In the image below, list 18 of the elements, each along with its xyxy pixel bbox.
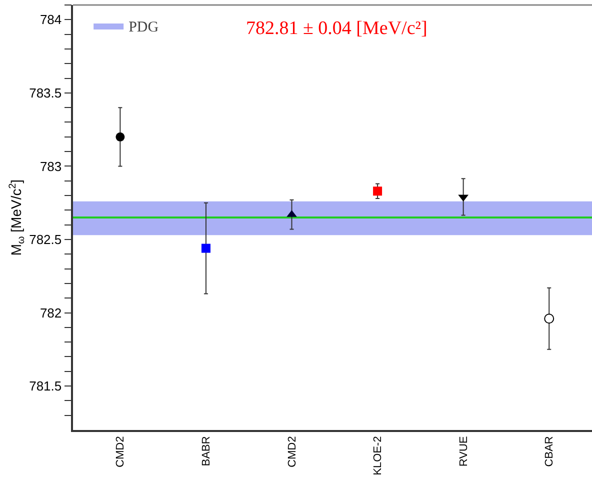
point	[373, 186, 382, 196]
y-tick-label: 782.5	[29, 232, 62, 248]
x-tick-label: KLOE-2	[372, 436, 384, 476]
x-tick-label: CMD2	[286, 436, 298, 468]
legend-label: PDG	[128, 19, 159, 36]
y-tick-label: 783.5	[29, 85, 62, 100]
y-tick-label: 781.5	[29, 378, 62, 394]
annotation: 782.81 ± 0.04 [MeV/c²]	[246, 18, 428, 39]
x-tick-label: BABR	[200, 436, 213, 466]
point	[201, 244, 210, 253]
point	[544, 314, 554, 324]
y-tick-label: 784	[40, 12, 62, 28]
x-tick-label: CBAR	[544, 436, 556, 467]
x-tick-label: RVUE	[458, 436, 470, 467]
y-tick-label: 783	[40, 158, 62, 174]
x-tick-label: CMD2	[114, 436, 127, 468]
point	[116, 132, 125, 142]
y-tick-label: 782	[40, 305, 62, 320]
